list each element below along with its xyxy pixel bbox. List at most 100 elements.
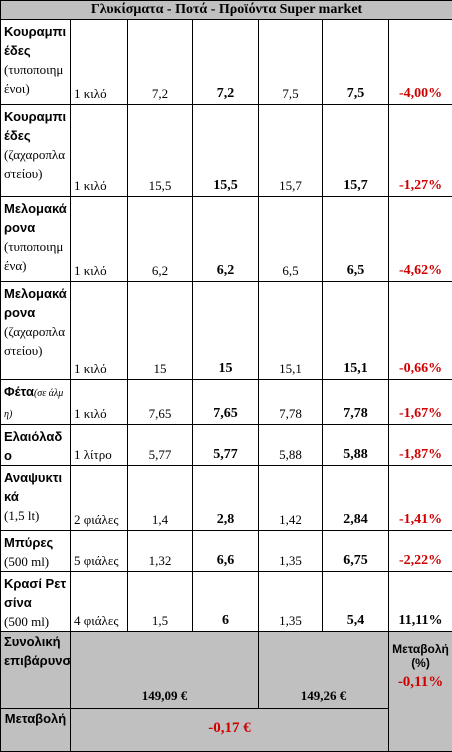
unit: 4 φιάλες <box>71 572 128 632</box>
change-label: Μεταβολή (%) <box>392 642 449 670</box>
item-name: Αναψυκτικά (1,5 lt) <box>1 466 71 531</box>
change: -1,67% <box>389 380 452 425</box>
price-a: 15,5 <box>128 105 193 197</box>
unit: 1 κιλό <box>71 20 128 105</box>
summary-change: Μεταβολή (%) -0,11% <box>389 632 452 752</box>
price-a: 15 <box>128 282 193 380</box>
total-b: 15,1 <box>323 282 389 380</box>
item-title: Ελαιόλαδο <box>4 429 62 463</box>
item-name: Κρασί Ρετσίνα (500 ml) <box>1 572 71 632</box>
total-a: 6,2 <box>193 197 259 282</box>
item-title: Κρασί Ρετσίνα <box>4 576 66 610</box>
unit: 1 κιλό <box>71 197 128 282</box>
total-a: 6,6 <box>193 531 259 572</box>
change: -4,00% <box>389 20 452 105</box>
item-name: Κουραμπιέδες(τυποποιημένοι) <box>1 20 71 105</box>
summary-total-a: 149,09 € <box>71 632 259 709</box>
diff-row: Μεταβολή-0,17 € <box>1 709 452 752</box>
item-name: Μπύρες (500 ml) <box>1 531 71 572</box>
item-title: Μελομακάρονα <box>4 201 67 235</box>
change: 11,11% <box>389 572 452 632</box>
item-name: Κουραμπιέδες(ζαχαροπλαστείου) <box>1 105 71 197</box>
total-a: 7,2 <box>193 20 259 105</box>
item-name: Φέτα(σε άλμη) <box>1 380 71 425</box>
total-a: 7,65 <box>193 380 259 425</box>
item-title: Φέτα <box>4 384 34 399</box>
unit: 1 κιλό <box>71 380 128 425</box>
item-title: Μπύρες <box>4 535 53 550</box>
item-name: Μελομακάρονα(ζαχαροπλαστείου) <box>1 282 71 380</box>
unit: 2 φιάλες <box>71 466 128 531</box>
item-title: Κουραμπιέδες <box>4 24 66 58</box>
change: -4,62% <box>389 197 452 282</box>
price-b: 6,5 <box>259 197 323 282</box>
total-b: 6,75 <box>323 531 389 572</box>
total-a: 15,5 <box>193 105 259 197</box>
diff-value: -0,17 € <box>71 709 389 752</box>
item-note: (1,5 lt) <box>4 506 67 525</box>
item-title: Αναψυκτικά <box>4 470 62 504</box>
change: -1,41% <box>389 466 452 531</box>
total-b: 5,88 <box>323 425 389 466</box>
change: -1,87% <box>389 425 452 466</box>
item-title: Μελομακάρονα <box>4 286 67 320</box>
table-title: Γλυκίσματα - Ποτά - Προϊόντα Super marke… <box>1 1 452 20</box>
total-a: 5,77 <box>193 425 259 466</box>
item-name: Ελαιόλαδο <box>1 425 71 466</box>
change: -1,27% <box>389 105 452 197</box>
total-b: 7,78 <box>323 380 389 425</box>
unit: 1 λίτρο <box>71 425 128 466</box>
total-a: 2,8 <box>193 466 259 531</box>
price-a: 6,2 <box>128 197 193 282</box>
summary-total-b: 149,26 € <box>259 632 389 709</box>
price-a: 7,2 <box>128 20 193 105</box>
summary-row: Συνολική επιβάρυνση149,09 €149,26 €Μεταβ… <box>1 632 452 709</box>
unit: 5 φιάλες <box>71 531 128 572</box>
total-b: 7,5 <box>323 20 389 105</box>
total-a: 15 <box>193 282 259 380</box>
item-note: (τυποποιημένα) <box>4 237 67 275</box>
change: -2,22% <box>389 531 452 572</box>
price-a: 1,32 <box>128 531 193 572</box>
price-b: 1,42 <box>259 466 323 531</box>
price-a: 7,65 <box>128 380 193 425</box>
item-name: Μελομακάρονα(τυποποιημένα) <box>1 197 71 282</box>
item-title: Κουραμπιέδες <box>4 109 66 143</box>
price-b: 15,1 <box>259 282 323 380</box>
unit: 1 κιλό <box>71 105 128 197</box>
total-b: 6,5 <box>323 197 389 282</box>
unit: 1 κιλό <box>71 282 128 380</box>
change-pct: -0,11% <box>392 674 449 691</box>
price-b: 15,7 <box>259 105 323 197</box>
summary-label: Συνολική επιβάρυνση <box>1 632 71 709</box>
change: -0,66% <box>389 282 452 380</box>
total-a: 6 <box>193 572 259 632</box>
item-note: (ζαχαροπλαστείου) <box>4 145 67 183</box>
title-row: Γλυκίσματα - Ποτά - Προϊόντα Super marke… <box>1 1 452 20</box>
price-a: 1,5 <box>128 572 193 632</box>
price-b: 7,78 <box>259 380 323 425</box>
item-note: (ζαχαροπλαστείου) <box>4 322 67 360</box>
price-a: 5,77 <box>128 425 193 466</box>
price-b: 5,88 <box>259 425 323 466</box>
item-note: (τυποποιημένοι) <box>4 60 67 98</box>
total-b: 5,4 <box>323 572 389 632</box>
diff-label: Μεταβολή <box>1 709 71 752</box>
price-b: 1,35 <box>259 572 323 632</box>
price-b: 1,35 <box>259 531 323 572</box>
total-b: 15,7 <box>323 105 389 197</box>
item-note: (500 ml) <box>4 612 67 631</box>
price-b: 7,5 <box>259 20 323 105</box>
item-note: (500 ml) <box>4 552 67 571</box>
